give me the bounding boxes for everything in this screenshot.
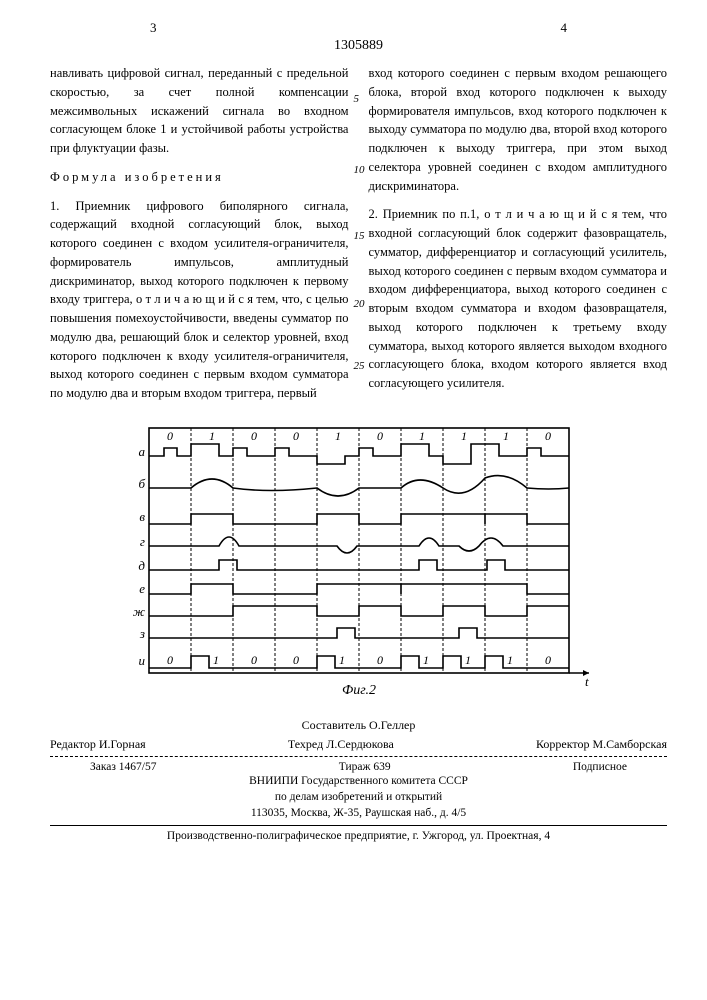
row-label: з	[138, 626, 144, 641]
bottom-label: 0	[545, 653, 551, 667]
divider-dash	[50, 756, 667, 757]
top-label: 0	[545, 429, 551, 443]
top-label: 1	[461, 429, 467, 443]
print-run: Тираж 639	[339, 761, 391, 773]
figure-label: Фиг.2	[341, 683, 375, 698]
credits-row: Редактор И.Горная Техред Л.Сердюкова Кор…	[50, 737, 667, 752]
row-label: б	[138, 476, 145, 491]
line-marker: 20	[354, 298, 365, 310]
row-label: в	[139, 509, 145, 524]
bottom-label: 1	[339, 653, 345, 667]
top-label: 1	[209, 429, 215, 443]
claim-2: 2. Приемник по п.1, о т л и ч а ю щ и й …	[369, 205, 668, 393]
line-marker: 10	[354, 164, 365, 176]
row-label: д	[138, 558, 145, 573]
bottom-label: 0	[377, 653, 383, 667]
claim-1: 1. Приемник цифрового биполярного сигнал…	[50, 197, 349, 403]
bottom-label: 0	[293, 653, 299, 667]
techred-credit: Техред Л.Сердюкова	[288, 737, 394, 752]
top-label: 0	[167, 429, 173, 443]
row-label: е	[139, 581, 145, 596]
intro-paragraph: навливать цифровой сигнал, переданный с …	[50, 64, 349, 158]
page-number-right: 4	[561, 20, 568, 36]
row-label: и	[138, 653, 145, 668]
x-axis-label: t	[585, 674, 589, 689]
row-label: ж	[132, 604, 144, 619]
top-label: 1	[503, 429, 509, 443]
row-label: г	[139, 534, 144, 549]
bottom-label: 1	[213, 653, 219, 667]
page-number-left: 3	[150, 20, 157, 36]
figure-container: 0 1 0 0 1 0 1 1 1 0 а б в г д е ж з	[50, 418, 667, 703]
page-numbers-row: 3 4	[50, 20, 667, 36]
formula-title: Формула изобретения	[50, 168, 349, 187]
footer-line-1: ВНИИПИ Государственного комитета СССР	[50, 773, 667, 789]
page: 3 4 1305889 5 10 15 20 25 навливать цифр…	[0, 0, 707, 862]
top-label: 0	[251, 429, 257, 443]
order-number: Заказ 1467/57	[90, 761, 157, 773]
divider-solid	[50, 825, 667, 826]
compiler-credit: Составитель О.Геллер	[50, 718, 667, 733]
bottom-label: 1	[507, 653, 513, 667]
credits-block: Составитель О.Геллер Редактор И.Горная Т…	[50, 718, 667, 752]
bottom-label: 0	[251, 653, 257, 667]
top-label: 1	[419, 429, 425, 443]
bottom-label: 1	[423, 653, 429, 667]
line-marker: 25	[354, 360, 365, 372]
right-column: вход которого соединен с первым входом р…	[369, 64, 668, 403]
patent-number: 1305889	[50, 38, 667, 54]
bottom-label: 1	[465, 653, 471, 667]
top-label: 1	[335, 429, 341, 443]
corrector-credit: Корректор М.Самборская	[536, 737, 667, 752]
top-label: 0	[377, 429, 383, 443]
line-marker: 15	[354, 230, 365, 242]
timing-diagram: 0 1 0 0 1 0 1 1 1 0 а б в г д е ж з	[119, 418, 599, 698]
top-label: 0	[293, 429, 299, 443]
footer-block: ВНИИПИ Государственного комитета СССР по…	[50, 773, 667, 821]
order-row: Заказ 1467/57 Тираж 639 Подписное	[50, 761, 667, 773]
claim-1-continuation: вход которого соединен с первым входом р…	[369, 64, 668, 195]
left-column: навливать цифровой сигнал, переданный с …	[50, 64, 349, 403]
production-line: Производственно-полиграфическое предприя…	[50, 830, 667, 842]
subscription: Подписное	[573, 761, 627, 773]
editor-credit: Редактор И.Горная	[50, 737, 146, 752]
footer-line-3: 113035, Москва, Ж-35, Раушская наб., д. …	[50, 805, 667, 821]
footer-line-2: по делам изобретений и открытий	[50, 789, 667, 805]
line-marker: 5	[354, 93, 360, 105]
row-label: а	[138, 444, 145, 459]
bottom-label: 0	[167, 653, 173, 667]
